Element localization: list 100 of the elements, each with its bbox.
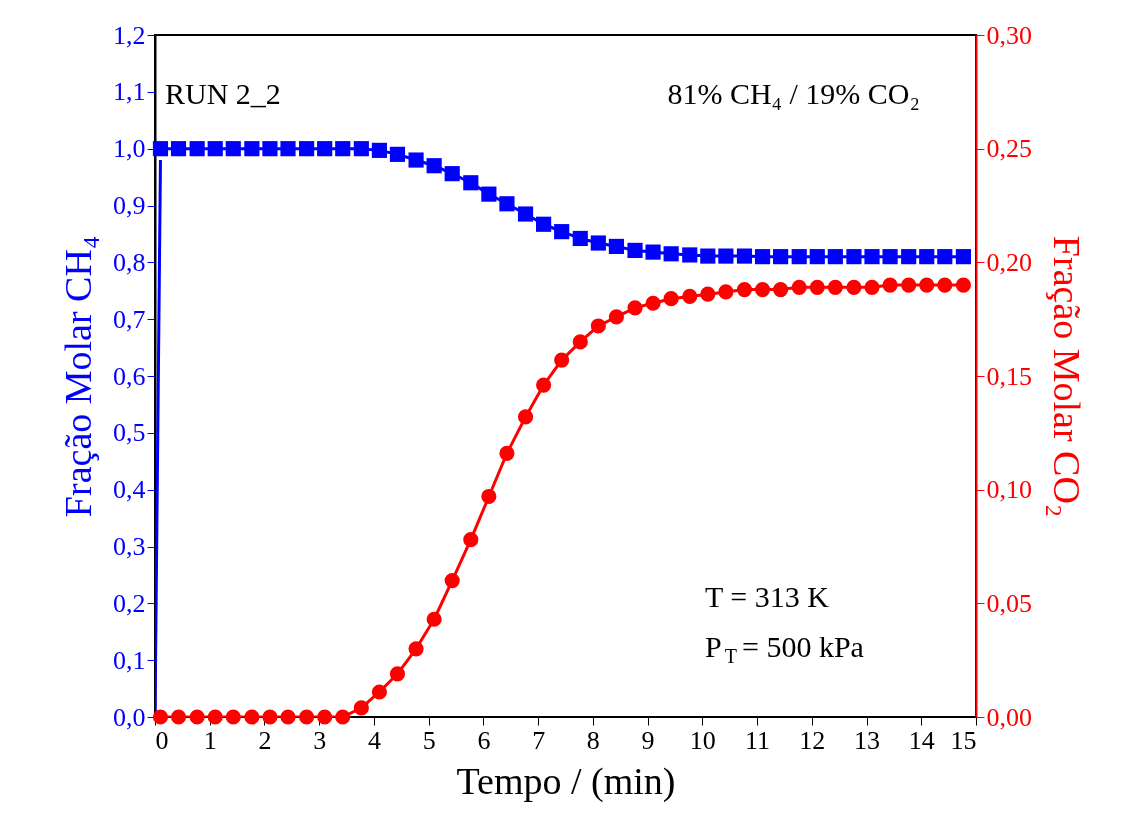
x-tick-label: 13 <box>854 725 881 755</box>
y-tick-label: 1,0 <box>113 134 146 164</box>
point <box>225 141 241 157</box>
point <box>773 249 789 265</box>
point <box>170 141 187 157</box>
point <box>791 279 807 295</box>
point <box>809 249 825 265</box>
y-tick-label: 0,9 <box>113 191 146 220</box>
point <box>554 352 570 368</box>
annotation: RUN 2_2 <box>165 77 281 110</box>
point <box>317 709 333 725</box>
point <box>371 142 387 158</box>
point <box>189 709 205 725</box>
point <box>682 288 698 304</box>
point <box>718 284 734 300</box>
y2-tick-label: 0,10 <box>986 475 1032 505</box>
x-tick-label: 10 <box>689 725 716 755</box>
point <box>426 611 442 627</box>
point <box>463 175 479 191</box>
y-tick-label: 1,1 <box>113 77 146 107</box>
point <box>371 684 387 700</box>
point <box>645 244 661 260</box>
point <box>244 141 260 157</box>
point <box>262 141 278 157</box>
point <box>846 279 862 295</box>
point <box>536 377 552 393</box>
point <box>280 709 296 725</box>
y-tick-label: 0,2 <box>113 588 146 618</box>
x-tick-label: 1 <box>203 725 217 755</box>
point <box>317 141 333 157</box>
annotation: T = 313 K <box>705 580 830 613</box>
y-tick-label: 0,3 <box>113 532 146 561</box>
point <box>554 224 570 240</box>
x-tick-label: 12 <box>799 725 826 755</box>
point <box>919 249 935 265</box>
y-tick-label: 0,4 <box>113 475 146 505</box>
point <box>718 248 734 264</box>
x-tick-label: 14 <box>908 725 935 755</box>
point <box>299 709 315 725</box>
point <box>299 141 315 157</box>
point <box>955 277 971 293</box>
point <box>170 709 187 725</box>
point <box>700 248 716 264</box>
point <box>663 291 679 307</box>
point <box>736 282 753 298</box>
point <box>517 206 534 222</box>
y-tick-label: 0,1 <box>113 645 146 675</box>
x-tick-label: 4 <box>367 725 381 755</box>
x-tick-label: 9 <box>641 725 655 755</box>
point <box>682 247 698 263</box>
point <box>827 279 843 295</box>
y2-tick-label: 0,00 <box>986 702 1032 732</box>
y2-tick-label: 0,30 <box>986 20 1032 50</box>
y2-tick-label: 0,25 <box>986 134 1032 164</box>
y2-axis-title: Fração Molar CO₂ <box>1046 235 1088 518</box>
y-tick-label: 0,5 <box>113 418 146 448</box>
point <box>663 246 679 262</box>
point <box>280 141 296 157</box>
point <box>262 709 278 725</box>
point <box>152 709 169 725</box>
x-axis-title: Tempo / (min) <box>456 759 676 803</box>
point <box>937 249 953 265</box>
x-tick-label: 8 <box>586 725 600 755</box>
point <box>408 641 424 657</box>
y-tick-label: 1,2 <box>113 20 146 50</box>
point <box>608 309 624 325</box>
point <box>700 286 716 302</box>
point <box>481 488 497 505</box>
point <box>645 295 661 311</box>
point <box>572 334 588 350</box>
point <box>426 158 442 174</box>
point <box>444 166 460 182</box>
point <box>389 146 406 162</box>
point <box>736 248 753 264</box>
x-tick-label: 3 <box>313 725 327 755</box>
point <box>207 141 223 157</box>
x-tick-label: 11 <box>745 725 771 755</box>
point <box>189 141 205 157</box>
point <box>882 277 898 293</box>
point <box>517 409 534 425</box>
point <box>408 152 424 168</box>
y2-tick-label: 0,05 <box>986 588 1032 618</box>
point <box>827 249 843 265</box>
point <box>919 277 935 293</box>
point <box>152 141 169 157</box>
point <box>444 573 460 589</box>
point <box>225 709 241 725</box>
point <box>590 318 606 334</box>
x-tick-label: 2 <box>258 725 272 755</box>
y-tick-label: 0,0 <box>113 702 146 732</box>
point <box>590 235 606 251</box>
point <box>244 709 260 725</box>
point <box>846 249 862 265</box>
point <box>901 277 917 293</box>
point <box>937 277 953 293</box>
point <box>882 249 898 265</box>
y-tick-label: 0,8 <box>113 247 146 277</box>
point <box>773 282 789 298</box>
x-tick-label: 7 <box>532 725 546 755</box>
point <box>481 186 497 202</box>
